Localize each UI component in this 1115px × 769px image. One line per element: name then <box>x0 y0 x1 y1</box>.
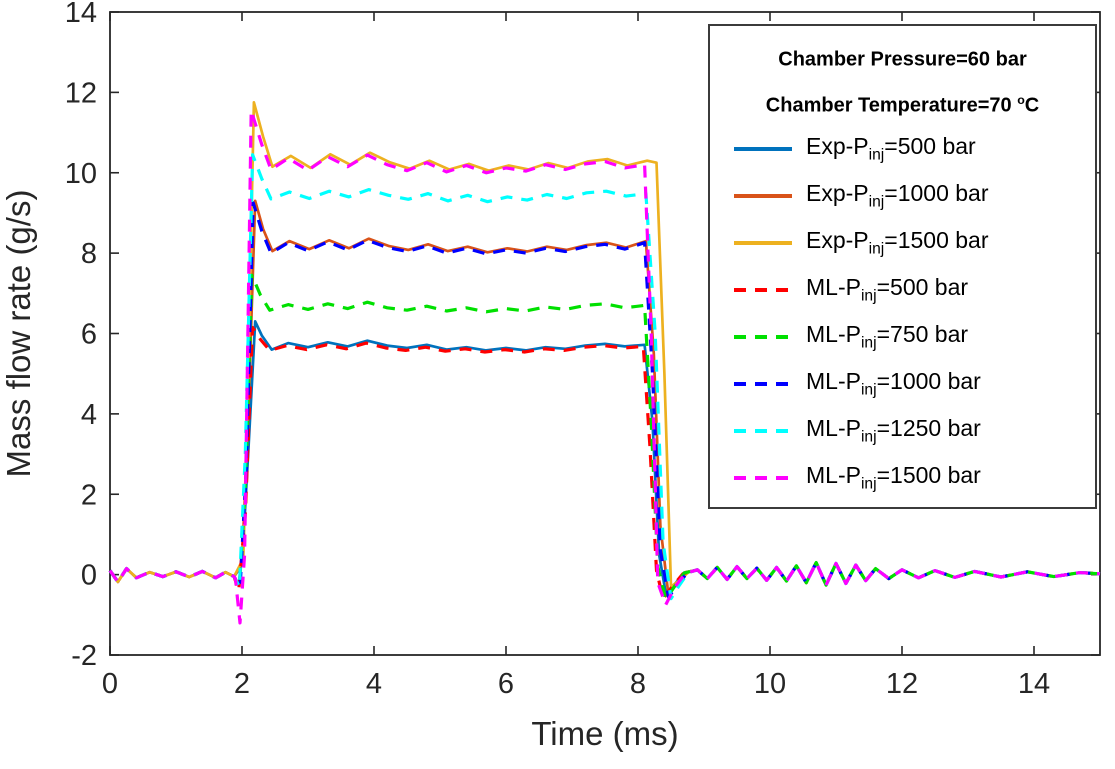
y-tick-label: -2 <box>71 640 97 672</box>
y-tick-label: 0 <box>81 560 97 592</box>
y-tick-label: 4 <box>81 399 97 431</box>
legend-header-text: Chamber Temperature=70 <box>765 94 1018 117</box>
legend-line-sample <box>734 193 792 198</box>
legend-line-sample <box>734 287 792 292</box>
legend-entry-label: Exp-Pinj=1000 bar <box>806 180 989 211</box>
x-tick-label: 8 <box>630 668 646 700</box>
x-tick-label: 2 <box>234 668 250 700</box>
y-tick-label: 12 <box>65 77 97 109</box>
legend: Chamber Pressure=60 bar Chamber Temperatu… <box>708 24 1097 510</box>
y-tick-label: 6 <box>81 319 97 351</box>
legend-line-sample <box>734 334 792 339</box>
legend-entry-label: ML-Pinj=1500 bar <box>806 462 981 493</box>
legend-entry-label: ML-Pinj=1250 bar <box>806 415 981 446</box>
legend-header: Chamber Temperature=70 oC <box>718 80 1087 126</box>
legend-line-sample <box>734 475 792 480</box>
legend-line-sample <box>734 240 792 245</box>
x-tick-label: 4 <box>366 668 382 700</box>
x-tick-label: 10 <box>754 668 786 700</box>
legend-header-sup: o <box>1017 92 1025 107</box>
series-line-ml-pinj-1500-bar <box>108 108 1101 625</box>
legend-entry: ML-Pinj=1500 bar <box>718 454 1087 501</box>
y-tick-label: 2 <box>81 479 97 511</box>
x-axis-label: Time (ms) <box>531 715 678 752</box>
legend-line-sample <box>734 428 792 433</box>
legend-entry: Exp-Pinj=500 bar <box>718 125 1087 172</box>
legend-entry-label: ML-Pinj=750 bar <box>806 321 969 352</box>
x-tick-label: 12 <box>886 668 918 700</box>
y-tick-label: 14 <box>65 0 97 29</box>
legend-entry-label: ML-Pinj=500 bar <box>806 274 969 305</box>
legend-entry: ML-Pinj=1000 bar <box>718 360 1087 407</box>
legend-entry: ML-Pinj=1250 bar <box>718 407 1087 454</box>
legend-entry-label: ML-Pinj=1000 bar <box>806 368 981 399</box>
legend-line-sample <box>734 381 792 386</box>
x-tick-label: 0 <box>102 668 118 700</box>
legend-header: Chamber Pressure=60 bar <box>718 34 1087 80</box>
legend-entry-label: Exp-Pinj=500 bar <box>806 133 976 164</box>
legend-entry: ML-Pinj=750 bar <box>718 313 1087 360</box>
x-tick-label: 14 <box>1018 668 1050 700</box>
legend-entry: ML-Pinj=500 bar <box>718 266 1087 313</box>
legend-line-sample <box>734 146 792 151</box>
y-axis-label: Mass flow rate (g/s) <box>0 190 37 478</box>
legend-entry: Exp-Pinj=1000 bar <box>718 172 1087 219</box>
y-tick-label: 8 <box>81 238 97 270</box>
legend-entry-label: Exp-Pinj=1500 bar <box>806 227 989 258</box>
legend-header-text: Chamber Pressure=60 bar <box>778 48 1027 71</box>
legend-entry: Exp-Pinj=1500 bar <box>718 219 1087 266</box>
x-tick-label: 6 <box>498 668 514 700</box>
legend-header-text: C <box>1024 94 1040 117</box>
y-tick-label: 10 <box>65 158 97 190</box>
